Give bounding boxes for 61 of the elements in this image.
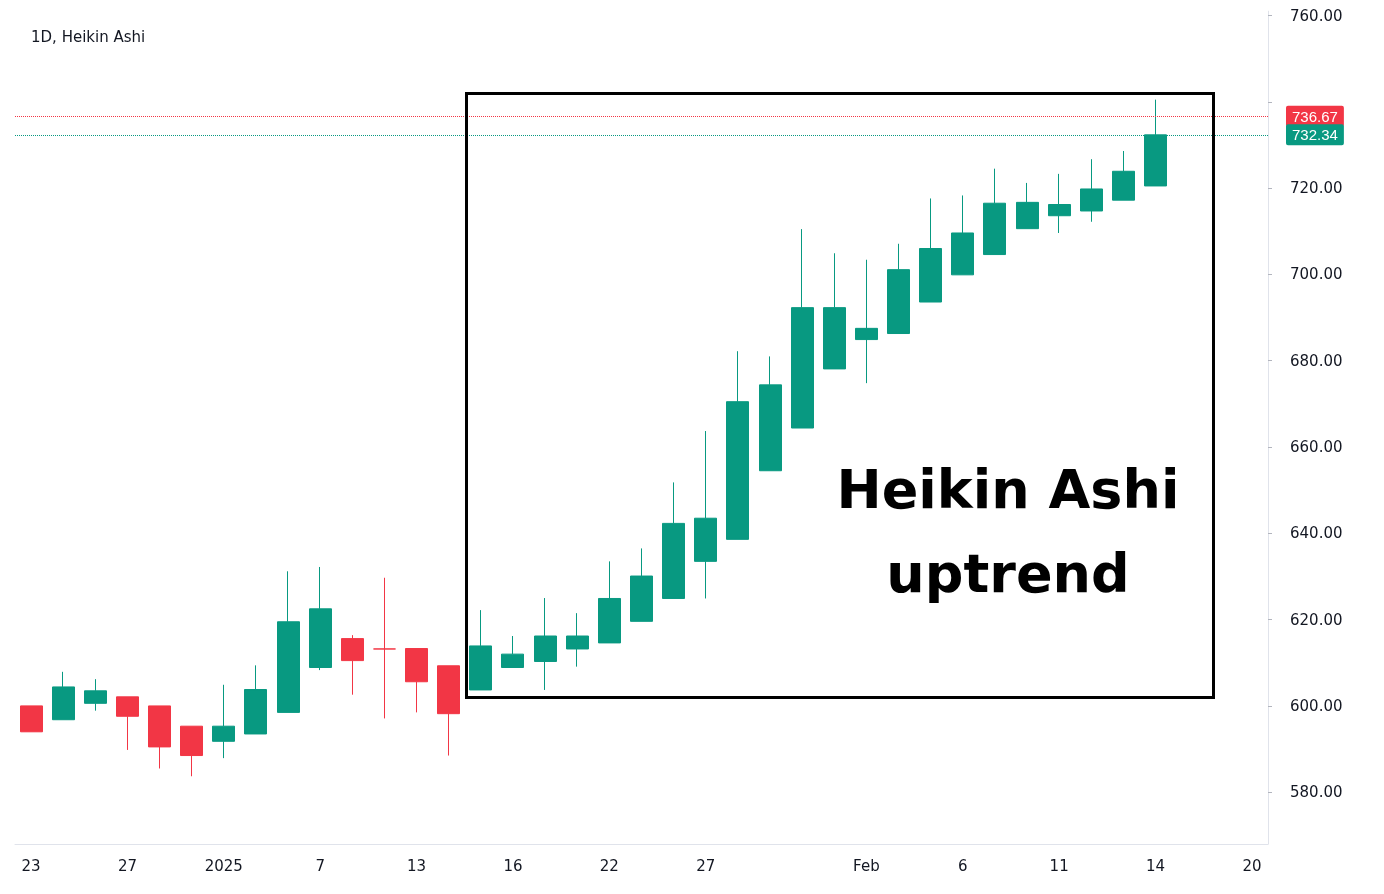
x-tick-label: 2025 bbox=[204, 856, 243, 875]
y-tick-label: 660.00 bbox=[1290, 438, 1343, 457]
candlestick bbox=[887, 243, 910, 335]
candlestick bbox=[341, 634, 364, 696]
candlestick bbox=[1048, 173, 1071, 234]
ref-line-label: 732.34 bbox=[1292, 126, 1338, 144]
x-tick-label: 22 bbox=[599, 856, 619, 875]
candlestick bbox=[630, 547, 653, 622]
x-tick-label: 11 bbox=[1049, 856, 1069, 875]
candlestick bbox=[469, 609, 492, 691]
candlestick bbox=[1080, 158, 1103, 223]
candlestick bbox=[212, 684, 235, 759]
candlestick bbox=[759, 355, 782, 472]
candlestick bbox=[598, 560, 621, 644]
x-tick-label: 27 bbox=[696, 856, 716, 875]
candlestick bbox=[694, 430, 717, 599]
x-tick-label: 13 bbox=[407, 856, 427, 875]
candlestick bbox=[726, 350, 749, 540]
candlestick bbox=[1112, 150, 1135, 201]
candlestick bbox=[791, 228, 814, 429]
candlestick bbox=[437, 665, 460, 757]
annotation: Heikin Ashi uptrend bbox=[835, 457, 1181, 607]
y-tick-label: 580.00 bbox=[1290, 783, 1343, 802]
candlestick bbox=[983, 168, 1006, 256]
y-tick-label: 640.00 bbox=[1290, 524, 1343, 543]
y-tick-label: 620.00 bbox=[1290, 610, 1343, 629]
candlestick bbox=[373, 577, 396, 719]
text: 1D, Heikin Ashi bbox=[31, 27, 146, 46]
x-tick-label: Feb bbox=[853, 856, 880, 875]
y-tick-label: 720.00 bbox=[1290, 179, 1343, 198]
candlestick bbox=[405, 648, 428, 713]
candlestick bbox=[534, 597, 557, 691]
candlestick bbox=[148, 705, 171, 769]
candlestick bbox=[823, 252, 846, 370]
candlestick bbox=[566, 612, 589, 668]
ref-line-label: 736.67 bbox=[1292, 107, 1338, 125]
candlestick bbox=[919, 197, 942, 303]
x-tick-label: 14 bbox=[1146, 856, 1166, 875]
x-tick-label: 20 bbox=[1242, 856, 1262, 875]
x-tick-label: 23 bbox=[21, 856, 41, 875]
candlestick bbox=[662, 481, 685, 599]
y-tick-label: 600.00 bbox=[1290, 696, 1343, 715]
candlestick bbox=[84, 678, 107, 712]
candlestick bbox=[1016, 182, 1039, 230]
candlestick bbox=[855, 259, 878, 384]
candlestick bbox=[244, 664, 267, 735]
y-tick-label: 700.00 bbox=[1290, 265, 1343, 284]
candlestick bbox=[277, 570, 300, 713]
x-tick-label: 6 bbox=[958, 856, 968, 875]
x-tick-label: 16 bbox=[503, 856, 523, 875]
candlestick bbox=[180, 725, 203, 777]
candlestick bbox=[951, 194, 974, 276]
candlestick bbox=[116, 696, 139, 751]
candlestick bbox=[52, 671, 75, 721]
y-tick-label: 760.00 bbox=[1290, 6, 1343, 25]
x-tick-label: 27 bbox=[117, 856, 137, 875]
candlestick bbox=[20, 705, 43, 733]
candlestick bbox=[309, 566, 332, 671]
x-tick-label: 7 bbox=[315, 856, 325, 875]
candlestick bbox=[501, 635, 524, 669]
y-tick-label: 680.00 bbox=[1290, 351, 1343, 370]
